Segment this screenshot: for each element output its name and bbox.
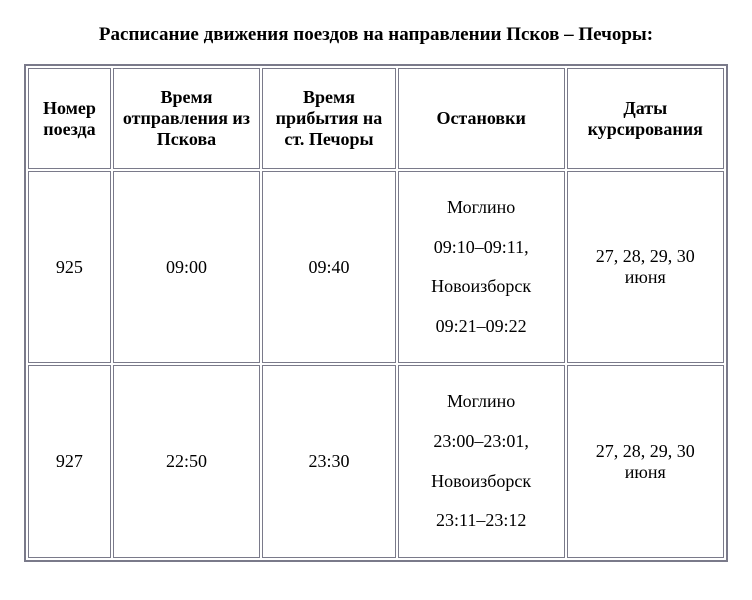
column-header-number: Номер поезда [28,68,111,169]
cell-arrival: 23:30 [262,365,396,557]
page-title: Расписание движения поездов на направлен… [24,24,728,46]
column-header-stops: Остановки [398,68,565,169]
table-row: 927 22:50 23:30 Моглино23:00–23:01,Новои… [28,365,724,557]
cell-number: 925 [28,171,111,363]
cell-number: 927 [28,365,111,557]
table-header-row: Номер поезда Время отправления из Пскова… [28,68,724,169]
cell-arrival: 09:40 [262,171,396,363]
cell-departure: 22:50 [113,365,260,557]
schedule-table: Номер поезда Время отправления из Пскова… [24,64,728,562]
cell-stops: Моглино23:00–23:01,Новоизборск23:11–23:1… [398,365,565,557]
table-row: 925 09:00 09:40 Моглино09:10–09:11,Новои… [28,171,724,363]
column-header-dates: Даты курсирования [567,68,724,169]
cell-stops: Моглино09:10–09:11,Новоизборск09:21–09:2… [398,171,565,363]
cell-departure: 09:00 [113,171,260,363]
column-header-arrival: Время прибытия на ст. Печоры [262,68,396,169]
cell-dates: 27, 28, 29, 30 июня [567,171,724,363]
column-header-departure: Время отправления из Пскова [113,68,260,169]
cell-dates: 27, 28, 29, 30 июня [567,365,724,557]
